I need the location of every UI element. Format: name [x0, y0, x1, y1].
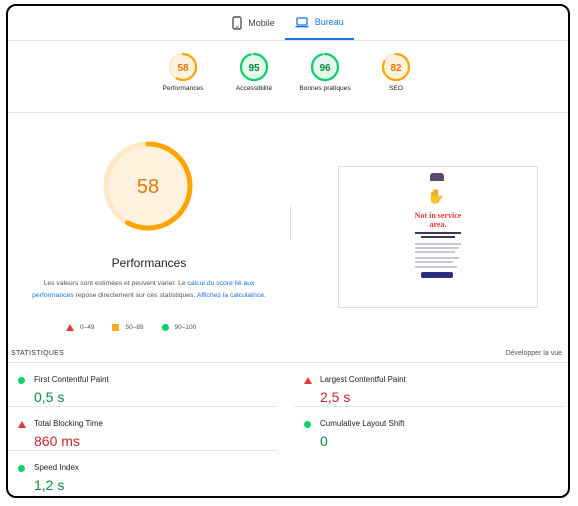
text-line [415, 232, 461, 234]
metric-fcp[interactable]: First Contentful Paint 0,5 s [8, 363, 278, 407]
legend-range: 50–89 [125, 324, 144, 331]
text-line [415, 251, 455, 253]
performance-arc [103, 141, 193, 231]
triangle-icon [304, 377, 312, 384]
legend-range: 0–49 [80, 324, 95, 331]
screenshot-button [421, 272, 453, 278]
circle-icon [18, 377, 25, 384]
divider [8, 450, 278, 451]
screenshot-heading: Not in service area. [414, 211, 462, 229]
legend-range: 90–100 [174, 324, 197, 331]
status-icon [18, 377, 25, 384]
circle-icon [161, 324, 169, 331]
square-icon [112, 324, 120, 331]
gauge-label: Accessibilité [235, 85, 273, 92]
tab-mobile[interactable]: Mobile [222, 6, 285, 40]
expand-view-link[interactable]: Développer la vue [505, 350, 562, 357]
calculator-link[interactable]: Affichez la calculatrice. [196, 292, 266, 299]
metric-lcp[interactable]: Largest Contentful Paint 2,5 s [294, 363, 564, 407]
metric-name: Cumulative Layout Shift [320, 419, 405, 428]
legend-poor: 0–49 [66, 324, 94, 331]
triangle-icon [18, 421, 26, 428]
triangle-icon [66, 324, 74, 331]
stop-hand-icon: ✋ [427, 188, 445, 204]
pagespeed-report: Mobile Bureau 58 Performances 95 Access [6, 4, 570, 498]
metric-name: Largest Contentful Paint [320, 375, 406, 384]
text-line [415, 266, 457, 268]
metric-speed-index[interactable]: Speed Index 1,2 s [8, 451, 278, 495]
gauge-performances[interactable]: 58 Performances [143, 52, 223, 92]
gauge-arc [239, 52, 269, 82]
divider [294, 406, 564, 407]
device-tabs: Mobile Bureau [8, 6, 568, 41]
performance-title: Performances [111, 256, 187, 270]
category-gauges: 58 Performances 95 Accessibilité 96 Bonn… [8, 40, 568, 113]
gauge-bonnes-pratiques[interactable]: 96 Bonnes pratiques [285, 52, 365, 92]
metric-tbt[interactable]: Total Blocking Time 860 ms [8, 407, 278, 451]
metric-value: 0 [320, 433, 328, 449]
gauge-arc [310, 52, 340, 82]
legend-average: 50–89 [112, 324, 144, 331]
metric-name: First Contentful Paint [34, 375, 109, 384]
gauge-seo[interactable]: 82 SEO [356, 52, 436, 92]
gauge-label: SEO [389, 85, 403, 92]
metric-value: 860 ms [34, 433, 80, 449]
metric-value: 1,2 s [34, 477, 65, 493]
text-line [415, 247, 459, 249]
circle-icon [304, 421, 311, 428]
performance-description: Les valeurs sont estimées et peuvent var… [32, 278, 266, 302]
gauge-score: 95 [248, 63, 260, 74]
tab-bureau-label: Bureau [314, 17, 344, 27]
text-line [415, 243, 461, 245]
desc-text: repose directement sur ces statistiques. [73, 292, 197, 299]
circle-icon [18, 465, 25, 472]
laptop-icon [295, 16, 309, 28]
divider [8, 406, 278, 407]
divider [290, 206, 291, 240]
site-logo [430, 173, 444, 181]
gauge-ring: 82 [381, 52, 411, 82]
legend-good: 90–100 [161, 324, 197, 331]
gauge-label: Bonnes pratiques [299, 85, 351, 92]
stats-title: STATISTIQUES [11, 350, 65, 357]
metric-value: 2,5 s [320, 389, 351, 405]
gauge-ring: 58 [168, 52, 198, 82]
status-icon [304, 377, 312, 384]
metric-name: Total Blocking Time [34, 419, 103, 428]
status-icon [18, 465, 25, 472]
text-line [415, 257, 459, 259]
gauge-label: Performances [162, 85, 204, 92]
score-legend: 0–49 50–89 90–100 [66, 324, 196, 331]
status-icon [18, 421, 26, 428]
gauge-arc [168, 52, 198, 82]
score-calc-link[interactable]: calcul du score lié aux performances [32, 280, 255, 299]
page-screenshot[interactable]: ✋ Not in service area. [338, 166, 538, 308]
text-line [415, 261, 453, 263]
gauge-score: 58 [177, 63, 189, 74]
metric-cls[interactable]: Cumulative Layout Shift 0 [294, 407, 564, 451]
tab-bureau[interactable]: Bureau [284, 6, 354, 40]
stats-header: STATISTIQUES Développer la vue [8, 346, 568, 363]
text-line [421, 236, 455, 238]
gauge-accessibilite[interactable]: 95 Accessibilité [214, 52, 294, 92]
tab-mobile-label: Mobile [248, 18, 275, 28]
gauge-arc [381, 52, 411, 82]
phone-icon [232, 16, 242, 30]
gauge-score: 82 [390, 63, 402, 74]
desc-text: Les valeurs sont estimées et peuvent var… [43, 280, 188, 287]
status-icon [304, 421, 311, 428]
gauge-ring: 96 [310, 52, 340, 82]
metric-name: Speed Index [34, 463, 79, 472]
gauge-score: 96 [319, 63, 331, 74]
performance-gauge-large: 58 [98, 136, 198, 236]
gauge-ring: 95 [239, 52, 269, 82]
metric-value: 0,5 s [34, 389, 65, 405]
performance-score: 58 [137, 176, 159, 198]
